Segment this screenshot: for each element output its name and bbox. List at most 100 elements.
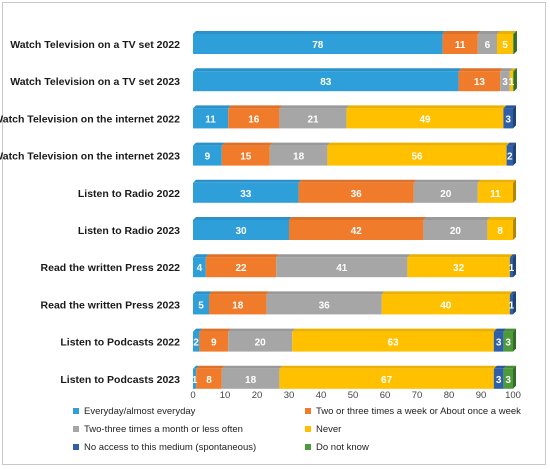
legend-swatch xyxy=(73,444,79,450)
bar-segment-top xyxy=(493,328,507,332)
data-label: 36 xyxy=(351,189,363,200)
data-label: 3 xyxy=(496,375,502,386)
legend-label: Two-three times a month or less often xyxy=(84,424,243,435)
bar-segment xyxy=(413,182,478,203)
bar-segment-top xyxy=(503,105,516,109)
data-label: 56 xyxy=(411,152,423,163)
bar-segment xyxy=(228,108,280,129)
bar-segment-top xyxy=(193,291,212,295)
data-label: 41 xyxy=(336,263,348,274)
bar-segment-top xyxy=(407,254,513,258)
bar-segment xyxy=(513,34,514,54)
data-label: 36 xyxy=(319,300,331,311)
bar-segment-top xyxy=(413,179,481,183)
x-tick-label: 30 xyxy=(284,390,295,401)
data-label: 3 xyxy=(505,114,511,125)
bar-segment-top xyxy=(513,31,517,34)
bar-segment xyxy=(458,71,501,92)
bar-segment xyxy=(193,294,209,315)
bar-segment-top xyxy=(193,365,200,369)
bar-segment-top xyxy=(442,31,481,34)
data-label: 22 xyxy=(235,263,247,274)
category-labels: Watch Television on a TV set 2022 Watch T… xyxy=(0,39,180,386)
category-label: Read the written Press 2022 xyxy=(41,262,181,274)
data-label: 18 xyxy=(232,300,244,311)
bar-segment xyxy=(199,331,229,352)
data-label: 20 xyxy=(450,226,462,237)
bar-segment-top xyxy=(279,105,350,109)
bar-segment xyxy=(423,220,488,240)
data-label: 32 xyxy=(453,263,465,274)
bar-segment xyxy=(228,331,293,352)
bar-segment xyxy=(279,368,494,389)
bar-segment xyxy=(193,71,459,92)
bar-segment xyxy=(509,257,513,278)
x-tick-label: 100 xyxy=(505,390,521,401)
data-label: 1 xyxy=(192,375,198,386)
data-label: 18 xyxy=(293,152,305,163)
data-label: 63 xyxy=(387,338,399,349)
bar-segment xyxy=(381,294,510,315)
category-label: Listen to Radio 2022 xyxy=(78,188,180,200)
data-label: 9 xyxy=(211,338,217,349)
bar-segment-top xyxy=(503,328,516,332)
bar-segment-top xyxy=(327,142,510,146)
bar-segment xyxy=(292,331,494,352)
bar-segment xyxy=(193,182,299,203)
bar-segment xyxy=(503,368,513,389)
bar-segment-top xyxy=(493,365,507,369)
legend-swatch xyxy=(305,444,311,450)
bar-segment xyxy=(269,145,328,166)
bar-segment-top xyxy=(193,217,292,220)
data-label: 30 xyxy=(235,226,247,237)
bar-segment xyxy=(477,182,513,203)
bar-end-face xyxy=(513,291,516,315)
bar-segment-top xyxy=(513,68,517,72)
bar-segment-top xyxy=(497,31,516,34)
data-label: 2 xyxy=(507,152,513,163)
bar-segment-top xyxy=(276,254,411,258)
legend-label: Do not know xyxy=(316,442,369,453)
bar-segment-top xyxy=(193,179,302,183)
bar-segment xyxy=(493,368,504,389)
bar-segment-top xyxy=(205,254,280,258)
bar-segment-top xyxy=(193,105,232,109)
data-label: 33 xyxy=(240,189,252,200)
bar-segment xyxy=(407,257,510,278)
x-tick-label: 90 xyxy=(476,390,487,401)
bar-segment-top xyxy=(193,31,446,34)
x-tick-label: 20 xyxy=(252,390,263,401)
bar-segment-top xyxy=(500,68,513,72)
category-label: Listen to Podcasts 2022 xyxy=(60,337,180,349)
x-tick-label: 70 xyxy=(412,390,423,401)
legend-swatch xyxy=(305,408,311,414)
x-tick-label: 10 xyxy=(220,390,231,401)
bar-segment-top xyxy=(196,365,225,369)
bar-segment xyxy=(279,108,347,129)
bar-segment xyxy=(477,34,497,54)
category-label: Read the written Press 2023 xyxy=(41,299,181,311)
data-label: 5 xyxy=(502,40,508,51)
bar-segment-top xyxy=(487,217,516,220)
legend-swatch xyxy=(73,426,79,432)
bar-end-face xyxy=(513,68,517,92)
bar-end-face xyxy=(513,328,516,352)
data-label: 49 xyxy=(419,114,431,125)
category-label: Listen to Radio 2023 xyxy=(78,225,180,237)
bar-segment-top xyxy=(228,105,283,109)
bar-segment xyxy=(487,220,513,240)
data-label: 8 xyxy=(206,375,212,386)
bar-segment-top xyxy=(193,142,225,146)
bar-end-face xyxy=(513,254,516,278)
bar-end-face xyxy=(513,179,516,203)
bar-segment xyxy=(500,71,510,92)
data-label: 83 xyxy=(320,77,332,88)
legend-label: Never xyxy=(316,424,341,435)
bar-end-face xyxy=(513,105,516,129)
bar-segment xyxy=(298,182,414,203)
bar-segment-top xyxy=(221,365,283,369)
bar-segment xyxy=(193,257,206,278)
bar-end-face xyxy=(513,31,517,54)
data-label: 1 xyxy=(509,263,515,274)
